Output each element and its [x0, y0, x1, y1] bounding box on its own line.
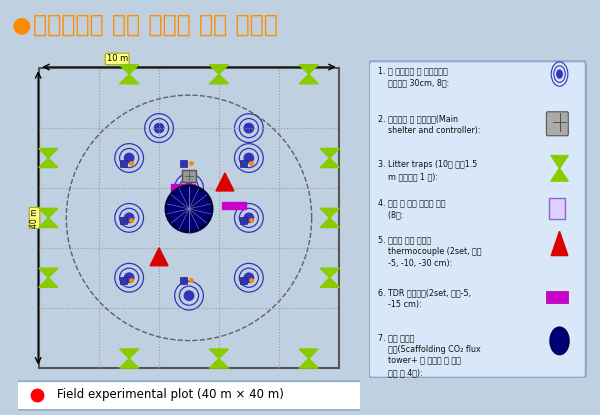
Circle shape [124, 273, 134, 283]
Polygon shape [39, 208, 58, 218]
Text: 1. 전 토양호흡 및 미생물호흡
    챔버직경 30cm, 8개:: 1. 전 토양호흡 및 미생물호흡 챔버직경 30cm, 8개: [378, 66, 449, 87]
Polygon shape [119, 74, 139, 84]
Polygon shape [320, 268, 339, 278]
Circle shape [557, 70, 562, 78]
Polygon shape [39, 278, 58, 287]
Bar [120, 160, 127, 167]
Bar [240, 160, 247, 167]
Polygon shape [39, 158, 58, 168]
Polygon shape [119, 349, 139, 359]
Circle shape [124, 153, 134, 163]
Text: 10 m: 10 m [107, 54, 128, 63]
Polygon shape [320, 149, 339, 158]
Text: 2. 전원공급 및 관리창고(Main
    shelter and controller):: 2. 전원공급 및 관리창고(Main shelter and controll… [378, 114, 480, 135]
Circle shape [244, 213, 254, 223]
Bar [120, 217, 127, 224]
Polygon shape [209, 359, 229, 368]
Text: 5. 기온과 지온 측정용
    thermocouple (2set, 지표
    -5, -10, -30 cm):: 5. 기온과 지온 측정용 thermocouple (2set, 지표 -5,… [378, 235, 481, 268]
Bar [120, 276, 127, 284]
Text: 3. Litter traps (10개 높이1.5
    m 가구면적 1 ㎡):: 3. Litter traps (10개 높이1.5 m 가구면적 1 ㎡): [378, 160, 477, 181]
Polygon shape [209, 65, 229, 74]
Circle shape [244, 123, 254, 133]
Circle shape [124, 213, 134, 223]
Polygon shape [209, 349, 229, 359]
Circle shape [550, 327, 569, 354]
Circle shape [166, 186, 212, 232]
Bar [171, 184, 195, 191]
Circle shape [154, 123, 164, 133]
Polygon shape [320, 208, 339, 218]
Polygon shape [39, 268, 58, 278]
Text: 6. TDR 수분센서(2set, 지표-5,
    -15 cm):: 6. TDR 수분센서(2set, 지표-5, -15 cm): [378, 288, 471, 309]
Bar [182, 170, 196, 182]
FancyBboxPatch shape [369, 61, 586, 378]
Polygon shape [551, 156, 568, 168]
Bar [240, 276, 247, 284]
Bar [240, 217, 247, 224]
Polygon shape [299, 359, 318, 368]
Text: 7. 발판 플럭스
    타워(Scaffolding CO₂ flux
    tower+ 잎 광합성 및 호흡
    챔버 각 4개):: 7. 발판 플럭스 타워(Scaffolding CO₂ flux tower+… [378, 333, 481, 377]
Polygon shape [119, 359, 139, 368]
Text: ●: ● [11, 15, 31, 35]
FancyBboxPatch shape [547, 112, 568, 136]
Circle shape [184, 291, 194, 300]
Circle shape [244, 273, 254, 283]
FancyBboxPatch shape [13, 381, 364, 410]
Bar [180, 160, 187, 167]
Bar [180, 276, 187, 284]
Polygon shape [299, 74, 318, 84]
Polygon shape [551, 231, 568, 256]
Text: 이산화탄소 수지 연구를 위한 조사구: 이산화탄소 수지 연구를 위한 조사구 [33, 13, 278, 37]
Text: 40 m: 40 m [30, 208, 39, 227]
Circle shape [244, 153, 254, 163]
Text: 4. 줄기 및 가지 호흡용 챔버
    (8개:: 4. 줄기 및 가지 호흡용 챔버 (8개: [378, 199, 445, 220]
Text: Field experimental plot (40 m × 40 m): Field experimental plot (40 m × 40 m) [58, 388, 284, 401]
Polygon shape [299, 65, 318, 74]
Polygon shape [209, 74, 229, 84]
Polygon shape [320, 278, 339, 287]
Polygon shape [150, 248, 168, 266]
Polygon shape [320, 218, 339, 227]
Polygon shape [216, 173, 234, 191]
Polygon shape [39, 218, 58, 227]
Bar [222, 202, 246, 209]
Polygon shape [551, 168, 568, 181]
Polygon shape [320, 158, 339, 168]
Polygon shape [119, 65, 139, 74]
Bar [549, 198, 565, 219]
Polygon shape [39, 149, 58, 158]
Circle shape [184, 183, 194, 193]
Bar [547, 291, 568, 303]
Polygon shape [299, 349, 318, 359]
